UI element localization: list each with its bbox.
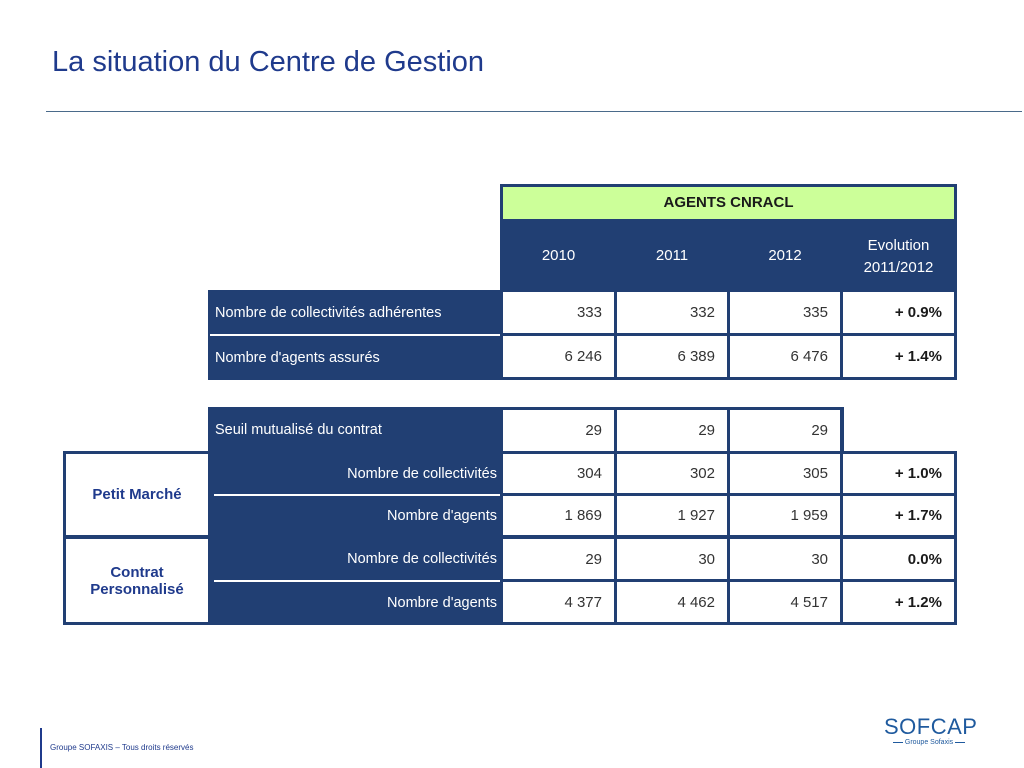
threshold-label: Seuil mutualisé du contrat	[210, 409, 500, 451]
group-contrat-personnalise: Contrat Personnalisé	[66, 539, 208, 622]
petit-marche-row1-2011: 302	[617, 454, 727, 493]
header-year-2012: 2012	[730, 222, 840, 288]
logo-subtitle: Groupe Sofaxis	[884, 739, 974, 746]
contrat-row1-2011: 30	[617, 539, 727, 579]
petit-marche-row1-2012: 305	[730, 454, 840, 493]
petit-marche-row2-2011: 1 927	[617, 496, 727, 535]
table1-row1-label: Nombre de collectivités adhérentes	[210, 292, 500, 333]
table1-row1-2011: 332	[617, 292, 727, 333]
contrat-row2-2012: 4 517	[730, 582, 840, 622]
footer-accent-bar	[40, 728, 42, 768]
petit-marche-row1-2010: 304	[503, 454, 614, 493]
contrat-row1-2010: 29	[503, 539, 614, 579]
table1-row1-2010: 333	[503, 292, 614, 333]
table1-row2-label: Nombre d'agents assurés	[210, 337, 500, 378]
contrat-row2-label: Nombre d'agents	[210, 583, 500, 622]
table1-row2-evolution: + 1.4%	[843, 336, 954, 377]
threshold-2011: 29	[617, 410, 727, 451]
petit-marche-row2-2012: 1 959	[730, 496, 840, 535]
table1-row2-2012: 6 476	[730, 336, 840, 377]
header-year-2011: 2011	[617, 222, 727, 288]
contrat-row1-2012: 30	[730, 539, 840, 579]
header-evolution-line2: 2011/2012	[863, 259, 934, 276]
table1-row1-evolution: + 0.9%	[843, 292, 954, 333]
threshold-2010: 29	[503, 410, 614, 451]
threshold-2012: 29	[730, 410, 840, 451]
petit-marche-row1-evolution: + 1.0%	[843, 454, 954, 493]
table1-row2-2011: 6 389	[617, 336, 727, 377]
contrat-row2-2011: 4 462	[617, 582, 727, 622]
group-petit-marche: Petit Marché	[66, 454, 208, 535]
table1-row2-2010: 6 246	[503, 336, 614, 377]
petit-marche-row2-2010: 1 869	[503, 496, 614, 535]
petit-marche-row2-label: Nombre d'agents	[210, 497, 500, 535]
header-evolution: Evolution 2011/2012	[843, 222, 954, 288]
sofcap-logo: SOFCAP Groupe Sofaxis	[884, 714, 978, 750]
header-year-2010: 2010	[503, 222, 614, 288]
contrat-row1-label: Nombre de collectivités	[210, 539, 500, 579]
title-divider	[46, 111, 1022, 112]
page-title: La situation du Centre de Gestion	[52, 46, 485, 78]
table1-row1-2012: 335	[730, 292, 840, 333]
petit-marche-row1-label: Nombre de collectivités	[210, 454, 500, 493]
contrat-label-divider	[214, 580, 500, 582]
contrat-row1-evolution: 0.0%	[843, 539, 954, 579]
logo-subtitle-text: Groupe Sofaxis	[904, 739, 954, 746]
petit-marche-row2-evolution: + 1.7%	[843, 496, 954, 535]
table1-label-divider	[210, 334, 500, 336]
petit-marche-label-divider	[214, 494, 500, 496]
footer-copyright: Groupe SOFAXIS – Tous droits réservés	[50, 743, 194, 752]
header-evolution-line1: Evolution	[867, 237, 930, 254]
contrat-row2-evolution: + 1.2%	[843, 582, 954, 622]
logo-wordmark: SOFCAP	[884, 714, 978, 739]
header-agents-cnracl: AGENTS CNRACL	[503, 187, 954, 219]
contrat-row2-2010: 4 377	[503, 582, 614, 622]
